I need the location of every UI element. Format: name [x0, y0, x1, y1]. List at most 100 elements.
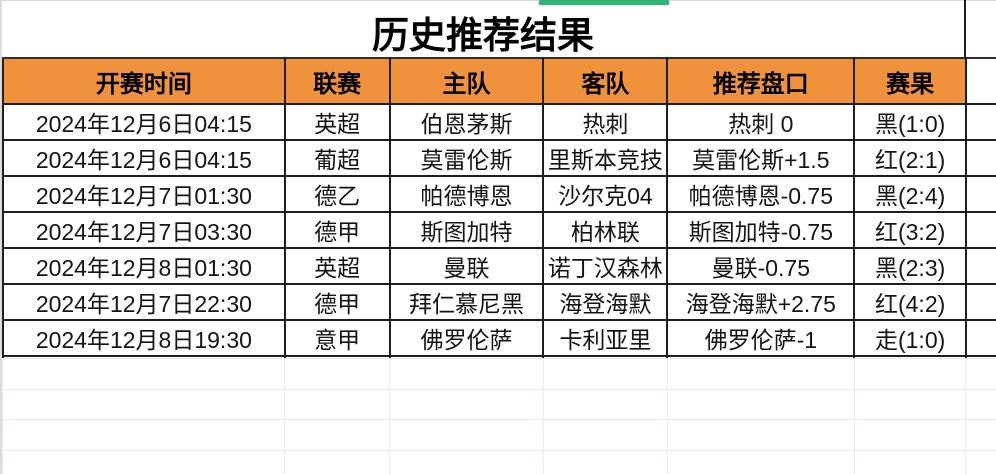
cell-handicap[interactable]: 曼联-0.75 [666, 247, 856, 285]
cell-empty-edge[interactable] [965, 175, 996, 213]
empty-cell[interactable] [388, 419, 544, 451]
cell-start-time[interactable]: 2024年12月6日04:15 [2, 103, 286, 141]
cell-home-team[interactable]: 拜仁慕尼黑 [388, 283, 545, 321]
cell-league[interactable]: 葡超 [283, 139, 391, 177]
cell-home-team[interactable]: 佛罗伦萨 [388, 319, 545, 357]
top-edge-hairline [0, 0, 996, 1]
column-header-cell[interactable]: 推荐盘口 [666, 57, 856, 105]
cell-away-team[interactable]: 沙尔克04 [542, 175, 669, 213]
cell-result[interactable]: 黑(1:0) [853, 103, 968, 141]
empty-cell[interactable] [965, 419, 996, 451]
cell-home-team[interactable]: 伯恩茅斯 [388, 103, 545, 141]
cell-home-team[interactable]: 帕德博恩 [388, 175, 545, 213]
cell-empty-edge[interactable] [965, 211, 996, 249]
cell-handicap[interactable]: 帕德博恩-0.75 [666, 175, 856, 213]
cell-handicap[interactable]: 热刺 0 [666, 103, 856, 141]
column-header-cell[interactable]: 客队 [542, 57, 669, 105]
cell-result[interactable]: 黑(2:3) [853, 247, 968, 285]
empty-cell[interactable] [965, 358, 996, 390]
cell-handicap[interactable]: 莫雷伦斯+1.5 [666, 139, 856, 177]
cell-home-team[interactable]: 曼联 [388, 247, 545, 285]
cell-result[interactable]: 红(3:2) [853, 211, 968, 249]
table-row: 2024年12月7日22:30 德甲 拜仁慕尼黑 海登海默 海登海默+2.75 … [2, 283, 996, 321]
empty-cell[interactable] [666, 449, 855, 474]
cell-empty-edge[interactable] [965, 283, 996, 321]
empty-cell[interactable] [283, 449, 390, 474]
results-table-header: 开赛时间 联赛 主队 客队 推荐盘口 赛果 [2, 57, 996, 105]
empty-grid-row [2, 388, 996, 420]
empty-cell[interactable] [2, 358, 285, 390]
empty-cell[interactable] [542, 449, 668, 474]
empty-cell[interactable] [542, 419, 668, 451]
cell-away-team[interactable]: 热刺 [542, 103, 669, 141]
cell-start-time[interactable]: 2024年12月7日03:30 [2, 211, 286, 249]
page-title: 历史推荐结果 [372, 15, 594, 56]
cell-away-team[interactable]: 里斯本竞技 [542, 139, 669, 177]
cell-empty-edge[interactable] [965, 103, 996, 141]
empty-cell[interactable] [388, 449, 544, 474]
empty-cell[interactable] [965, 449, 996, 474]
column-header-cell[interactable]: 开赛时间 [2, 57, 286, 105]
cell-league[interactable]: 英超 [283, 103, 391, 141]
column-header-empty-edge[interactable] [965, 57, 996, 105]
cell-start-time[interactable]: 2024年12月7日01:30 [2, 175, 286, 213]
cell-home-team[interactable]: 斯图加特 [388, 211, 545, 249]
column-header-cell[interactable]: 赛果 [853, 57, 968, 105]
empty-cell[interactable] [2, 449, 285, 474]
cell-start-time[interactable]: 2024年12月8日19:30 [2, 319, 286, 357]
table-row: 2024年12月7日01:30 德乙 帕德博恩 沙尔克04 帕德博恩-0.75 … [2, 175, 996, 213]
empty-cell[interactable] [853, 419, 967, 451]
sheet-left-edge [0, 0, 2, 474]
column-header-cell[interactable]: 联赛 [283, 57, 391, 105]
cell-league[interactable]: 意甲 [283, 319, 391, 357]
empty-grid-row [2, 449, 996, 474]
cell-empty-edge[interactable] [965, 247, 996, 285]
empty-cell[interactable] [666, 419, 855, 451]
cell-away-team[interactable]: 诺丁汉森林 [542, 247, 669, 285]
cell-start-time[interactable]: 2024年12月8日01:30 [2, 247, 286, 285]
cell-result[interactable]: 红(4:2) [853, 283, 968, 321]
empty-cell[interactable] [542, 388, 668, 420]
cell-result[interactable]: 黑(2:4) [853, 175, 968, 213]
empty-cell[interactable] [853, 358, 967, 390]
cell-league[interactable]: 英超 [283, 247, 391, 285]
header-row: 开赛时间 联赛 主队 客队 推荐盘口 赛果 [2, 57, 996, 105]
cell-handicap[interactable]: 斯图加特-0.75 [666, 211, 856, 249]
cell-result[interactable]: 红(2:1) [853, 139, 968, 177]
cell-start-time[interactable]: 2024年12月7日22:30 [2, 283, 286, 321]
empty-cell[interactable] [2, 419, 285, 451]
cell-away-team[interactable]: 柏林联 [542, 211, 669, 249]
results-table-body: 2024年12月6日04:15 英超 伯恩茅斯 热刺 热刺 0 黑(1:0) 2… [2, 103, 996, 394]
empty-cell[interactable] [283, 358, 390, 390]
empty-cell[interactable] [666, 388, 855, 420]
cell-start-time[interactable]: 2024年12月6日04:15 [2, 139, 286, 177]
cell-league[interactable]: 德甲 [283, 211, 391, 249]
empty-cell[interactable] [2, 388, 285, 420]
empty-cell[interactable] [388, 388, 544, 420]
empty-cell[interactable] [853, 388, 967, 420]
cell-handicap[interactable]: 海登海默+2.75 [666, 283, 856, 321]
cell-empty-edge[interactable] [965, 319, 996, 357]
cell-away-team[interactable]: 海登海默 [542, 283, 669, 321]
empty-cell[interactable] [666, 358, 855, 390]
empty-cell[interactable] [283, 419, 390, 451]
empty-cell[interactable] [965, 388, 996, 420]
cell-away-team[interactable]: 卡利亚里 [542, 319, 669, 357]
empty-grid-row [2, 419, 996, 451]
column-header-cell[interactable]: 主队 [388, 57, 545, 105]
scroll-indicator-bar[interactable] [539, 0, 669, 5]
empty-cell[interactable] [283, 388, 390, 420]
table-row: 2024年12月7日03:30 德甲 斯图加特 柏林联 斯图加特-0.75 红(… [2, 211, 996, 249]
empty-cell[interactable] [542, 358, 668, 390]
empty-cell[interactable] [853, 449, 967, 474]
cell-empty-edge[interactable] [965, 139, 996, 177]
cell-league[interactable]: 德甲 [283, 283, 391, 321]
cell-league[interactable]: 德乙 [283, 175, 391, 213]
cell-result[interactable]: 走(1:0) [853, 319, 968, 357]
empty-cell[interactable] [388, 358, 544, 390]
cell-handicap[interactable]: 佛罗伦萨-1 [666, 319, 856, 357]
table-row: 2024年12月6日04:15 葡超 莫雷伦斯 里斯本竞技 莫雷伦斯+1.5 红… [2, 139, 996, 177]
empty-grid [2, 358, 996, 474]
cell-home-team[interactable]: 莫雷伦斯 [388, 139, 545, 177]
